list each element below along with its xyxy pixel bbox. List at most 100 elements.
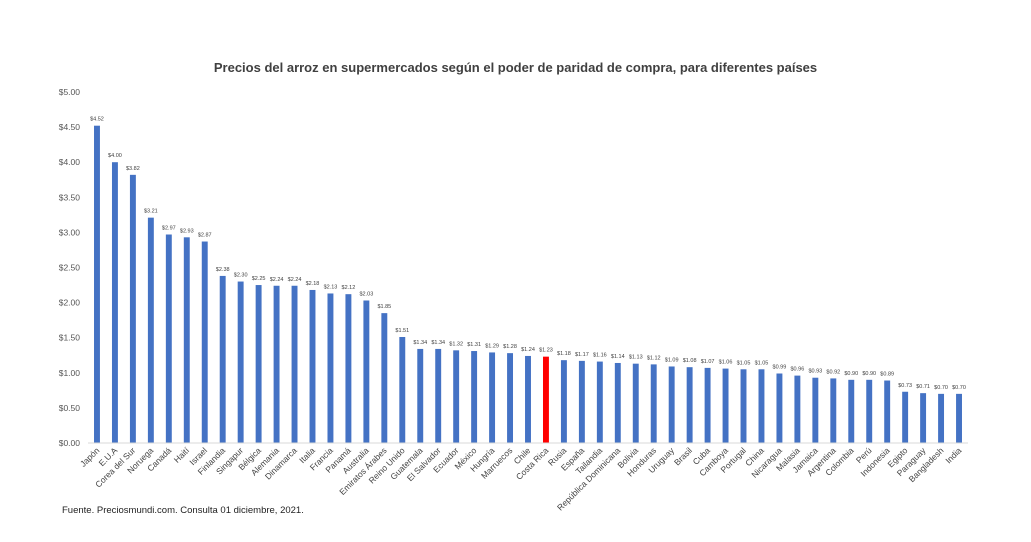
- bar: [776, 373, 783, 443]
- bar-data-label: $1.12: [647, 355, 661, 361]
- bar-data-label: $3.82: [126, 166, 140, 172]
- bar-data-label: $1.18: [557, 351, 571, 357]
- bar: [291, 285, 298, 443]
- bar: [273, 285, 280, 443]
- bar: [525, 355, 531, 443]
- bar-data-label: $1.29: [485, 343, 499, 349]
- y-tick-label: $0.50: [59, 403, 81, 413]
- y-tick-label: $1.00: [59, 368, 81, 378]
- bar-data-label: $1.34: [431, 340, 445, 346]
- bar: [632, 363, 639, 443]
- bars: [94, 125, 962, 444]
- bar: [345, 294, 352, 443]
- bar: [111, 162, 118, 443]
- bar-data-label: $2.87: [198, 233, 212, 239]
- bar: [309, 289, 316, 443]
- bar: [129, 174, 136, 443]
- x-tick-label: Brasil: [672, 445, 694, 467]
- bar-data-label: $2.97: [162, 226, 176, 232]
- data-labels: $4.52 $4.00 $3.82 $3.21 $2.97 $2.93 $2.87 $2.38…: [90, 117, 966, 391]
- bar-data-label: $1.08: [683, 358, 697, 364]
- chart-title: Precios del arroz en supermercados según…: [213, 60, 818, 75]
- bar: [578, 360, 585, 443]
- bar-data-label: $2.25: [252, 276, 266, 282]
- bar: [219, 275, 226, 443]
- bar-data-label: $0.92: [826, 369, 840, 375]
- bar: [542, 356, 549, 443]
- bar-data-label: $1.51: [395, 328, 409, 334]
- y-tick-label: $5.00: [59, 87, 81, 97]
- bar: [165, 234, 172, 443]
- bar-data-label: $0.70: [934, 385, 948, 391]
- bar: [471, 351, 478, 443]
- bar: [453, 350, 460, 443]
- bar: [686, 367, 693, 443]
- bar: [848, 379, 855, 443]
- y-tick-label: $4.50: [59, 122, 81, 132]
- bar: [920, 393, 927, 443]
- bar: [650, 364, 657, 443]
- bar: [866, 379, 873, 443]
- bar: [812, 377, 819, 443]
- bar: [255, 285, 262, 443]
- bar: [740, 369, 747, 443]
- bar-data-label: $0.96: [791, 367, 805, 373]
- bar-data-label: $4.52: [90, 117, 104, 123]
- bar-data-label: $1.31: [467, 342, 481, 348]
- bar-data-label: $0.99: [773, 365, 787, 371]
- bar-data-label: $2.30: [234, 273, 248, 279]
- y-tick-label: $2.50: [59, 263, 81, 273]
- bar: [147, 217, 154, 443]
- x-tick-label: India: [943, 445, 963, 465]
- bar: [435, 348, 442, 443]
- bar-data-label: $1.24: [521, 347, 535, 353]
- bar: [704, 367, 711, 443]
- bar: [399, 336, 406, 443]
- bar: [417, 348, 424, 443]
- bar-data-label: $1.32: [449, 341, 463, 347]
- bar-data-label: $2.24: [270, 277, 284, 283]
- bar: [668, 366, 675, 443]
- bar-data-label: $0.90: [844, 371, 858, 377]
- bar: [183, 237, 190, 443]
- bar: [956, 393, 962, 443]
- bar: [327, 293, 334, 443]
- bar-data-label: $1.05: [737, 360, 751, 366]
- x-tick-label: Japón: [78, 445, 102, 469]
- bar-data-label: $2.13: [324, 284, 338, 290]
- bar: [902, 391, 909, 443]
- bar: [614, 362, 621, 443]
- y-tick-label: $3.00: [59, 227, 81, 237]
- bar-data-label: $2.12: [342, 285, 356, 291]
- bar-data-label: $0.71: [916, 384, 930, 390]
- bar: [938, 393, 945, 443]
- bar-data-label: $1.07: [701, 359, 715, 365]
- bar-data-label: $1.05: [755, 360, 769, 366]
- bar-data-label: $1.16: [593, 353, 607, 359]
- bar-data-label: $1.28: [503, 344, 517, 350]
- bar-data-label: $1.34: [413, 340, 427, 346]
- bar-data-label: $3.21: [144, 209, 158, 215]
- bar: [884, 380, 891, 443]
- bar-data-label: $1.06: [719, 360, 733, 366]
- bar-data-label: $1.85: [377, 304, 391, 310]
- bar: [94, 125, 100, 444]
- bar-data-label: $2.18: [306, 281, 320, 287]
- bar-data-label: $1.09: [665, 357, 679, 363]
- bar: [237, 281, 244, 443]
- bar-data-label: $0.73: [898, 383, 912, 389]
- y-tick-label: $1.50: [59, 333, 81, 343]
- source-note: Fuente. Preciosmundi.com. Consulta 01 di…: [62, 505, 304, 516]
- bar: [201, 241, 208, 443]
- y-tick-label: $3.50: [59, 192, 81, 202]
- y-axis: $0.00 $0.50 $1.00 $1.50 $2.00 $2.50 $3.00 $3.50…: [59, 87, 81, 448]
- bar: [363, 300, 370, 443]
- bar: [596, 361, 603, 443]
- bar: [507, 353, 514, 443]
- bar-data-label: $2.24: [288, 277, 302, 283]
- y-tick-label: $0.00: [59, 438, 81, 448]
- bar: [722, 368, 729, 443]
- bar-data-label: $0.93: [808, 369, 822, 375]
